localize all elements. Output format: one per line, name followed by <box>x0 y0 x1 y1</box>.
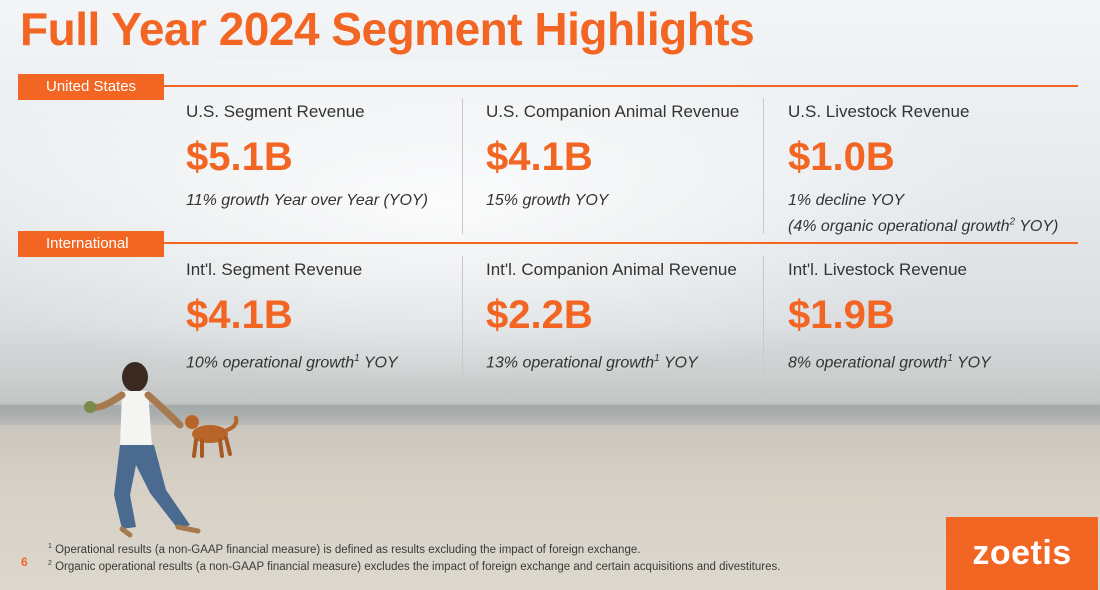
section-divider-us <box>164 85 1078 87</box>
metric-note-line1: 1% decline YOY <box>788 192 905 209</box>
note-text: 13% operational growth <box>486 354 655 372</box>
note-text: YOY) <box>1015 218 1059 236</box>
footnote-2: 2 Organic operational results (a non-GAA… <box>48 557 780 574</box>
metric-value: $4.1B <box>486 135 593 179</box>
metric-note: 8% operational growth1 YOY <box>788 348 1078 374</box>
zoetis-logo: zoetis <box>946 517 1098 590</box>
note-text: (4% organic operational growth <box>788 218 1010 236</box>
metric-label: Int'l. Livestock Revenue <box>788 260 968 279</box>
metric-us-segment-revenue: U.S. Segment Revenue $5.1B 11% growth Ye… <box>186 102 476 212</box>
sea-horizon <box>0 405 1100 425</box>
metric-label: U.S. Segment Revenue <box>186 102 365 121</box>
dog-image <box>185 415 239 458</box>
footnote-marker: 1 <box>354 353 360 364</box>
footnote-marker: 2 <box>48 559 52 567</box>
metric-intl-segment-revenue: Int'l. Segment Revenue $4.1B 10% operati… <box>186 260 476 374</box>
section-tab-international: International <box>18 231 164 257</box>
note-text: YOY <box>952 354 991 372</box>
metric-value: $5.1B <box>186 135 293 179</box>
footnote-marker: 1 <box>48 543 52 550</box>
footnote-text: Organic operational results (a non-GAAP … <box>55 560 781 573</box>
note-text: YOY <box>359 354 398 372</box>
logo-text: zoetis <box>972 534 1072 572</box>
note-text: YOY <box>659 354 698 372</box>
metric-value: $4.1B <box>186 293 293 337</box>
page-title: Full Year 2024 Segment Highlights <box>20 3 755 55</box>
metric-note: 10% operational growth1 YOY <box>186 348 476 374</box>
metric-note: 13% operational growth1 YOY <box>486 348 776 374</box>
metric-label: U.S. Livestock Revenue <box>788 102 970 121</box>
section-divider-intl <box>164 242 1078 244</box>
column-divider <box>763 256 764 376</box>
metric-us-companion-animal-revenue: U.S. Companion Animal Revenue $4.1B 15% … <box>486 102 776 212</box>
footnotes: 1 Operational results (a non-GAAP financ… <box>48 540 780 574</box>
metric-note: 11% growth Year over Year (YOY) <box>186 192 428 209</box>
child-figure-image <box>84 362 201 538</box>
metric-value: $1.0B <box>788 135 895 179</box>
column-divider <box>462 256 463 376</box>
footnote-text: Operational results (a non-GAAP financia… <box>55 543 641 556</box>
footnote-1: 1 Operational results (a non-GAAP financ… <box>48 540 780 557</box>
metric-us-livestock-revenue: U.S. Livestock Revenue $1.0B 1% decline … <box>788 102 1078 238</box>
metric-note-line2: (4% organic operational growth2 YOY) <box>788 217 1059 236</box>
column-divider <box>462 98 463 234</box>
note-text: 8% operational growth <box>788 354 948 372</box>
metric-note: 1% decline YOY (4% organic operational g… <box>788 190 1078 238</box>
sky-background <box>0 60 1100 420</box>
footnote-marker: 2 <box>1009 217 1016 228</box>
metric-label: Int'l. Companion Animal Revenue <box>486 260 737 279</box>
section-tab-united-states: United States <box>18 74 164 100</box>
page-number: 6 <box>21 555 28 569</box>
note-text: 10% operational growth <box>186 354 355 372</box>
metric-label: Int'l. Segment Revenue <box>186 260 363 279</box>
metric-value: $2.2B <box>486 293 593 337</box>
metric-value: $1.9B <box>788 293 895 337</box>
column-divider <box>763 98 764 234</box>
metric-note: 15% growth YOY <box>486 192 609 209</box>
metric-intl-livestock-revenue: Int'l. Livestock Revenue $1.9B 8% operat… <box>788 260 1078 374</box>
metric-intl-companion-animal-revenue: Int'l. Companion Animal Revenue $2.2B 13… <box>486 260 776 374</box>
metric-label: U.S. Companion Animal Revenue <box>486 102 740 121</box>
footnote-marker: 1 <box>947 353 953 364</box>
footnote-marker: 1 <box>654 353 660 364</box>
